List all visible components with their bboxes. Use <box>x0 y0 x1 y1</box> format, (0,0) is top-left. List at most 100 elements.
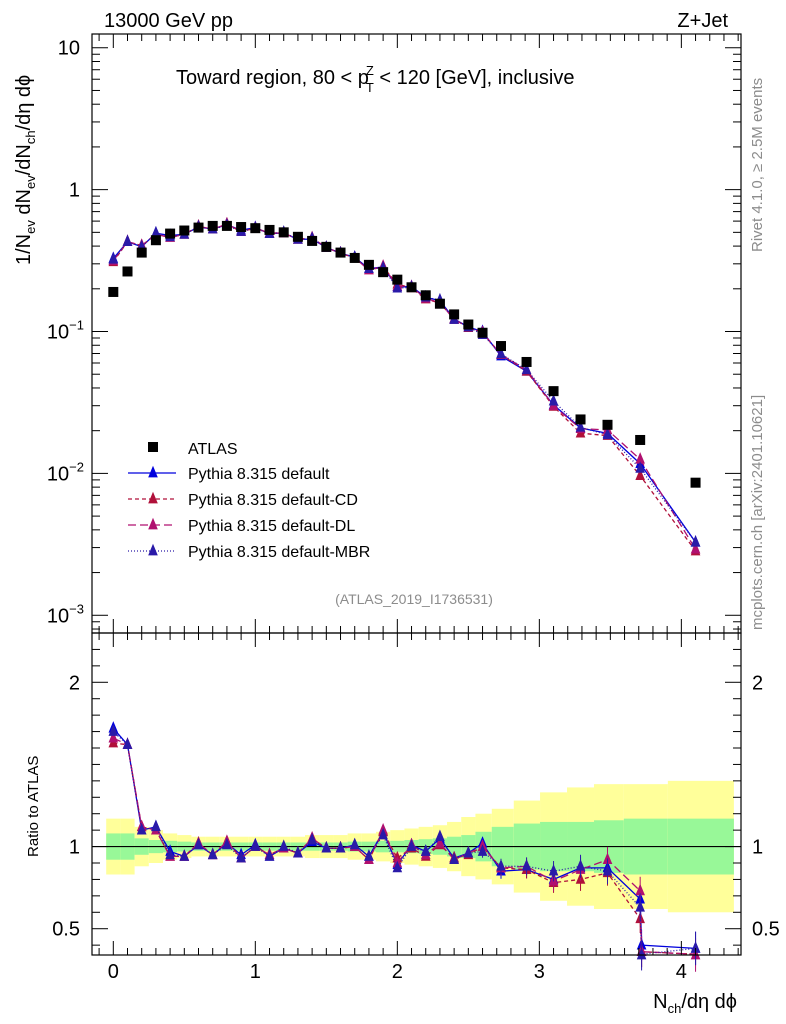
legend-series-label: Pythia 8.315 default-CD <box>188 492 358 509</box>
series-marker-ratio <box>435 836 445 848</box>
series-marker-main <box>602 427 613 440</box>
atlas-data-point <box>477 327 488 338</box>
ratio-frame <box>91 632 742 956</box>
atlas-data-point <box>548 386 559 397</box>
series-marker-ratio <box>193 837 204 850</box>
series-marker-main <box>496 346 506 359</box>
legend-series-label: Pythia 8.315 default-MBR <box>188 544 370 561</box>
series-marker-ratio <box>449 852 459 865</box>
legend-series-marker <box>148 491 158 504</box>
atlas-data-point <box>122 266 133 277</box>
series-marker-ratio <box>222 837 232 850</box>
atlas-data-point <box>321 241 332 252</box>
x-tick-label: 4 <box>676 961 687 983</box>
atlas-data-point <box>292 231 303 242</box>
atlas-data-point <box>575 414 586 425</box>
mcplots-label: mcplots.cern.ch [arXiv:2401.10621] <box>749 395 766 630</box>
ratio-panel: 0 1 2 3 4 2 2 1 1 0.5 0.5 <box>52 619 780 983</box>
series-marker-ratio <box>307 832 317 845</box>
atlas-data-point <box>378 267 389 278</box>
atlas-data-point <box>521 356 532 367</box>
ratio-y-tick-label-right: 2 <box>752 672 763 694</box>
main-panel: 10 1 10−1 10−2 10−3 <box>47 33 742 647</box>
series-marker-ratio <box>264 849 275 861</box>
atlas-data-point <box>179 225 190 236</box>
atlas-data-point <box>165 228 176 239</box>
ratio-y-tick-label-right: 0.5 <box>752 919 780 941</box>
legend-series-label: Pythia 8.315 default <box>188 466 330 483</box>
ratio-y-tick-label: 2 <box>69 672 80 694</box>
series-marker-ratio <box>420 844 431 856</box>
series-marker-main <box>151 226 161 238</box>
series-marker-ratio <box>179 849 190 861</box>
atlas-data-point <box>150 235 161 246</box>
series-marker-main <box>521 362 532 375</box>
ratio-y-tick-label-right: 1 <box>752 837 763 859</box>
atlas-data-point <box>449 309 460 320</box>
x-tick-label: 3 <box>534 961 545 983</box>
atlas-data-point <box>363 259 374 270</box>
series-marker-main <box>635 461 645 473</box>
series-marker-main <box>635 452 645 464</box>
series-marker-ratio <box>392 860 403 873</box>
legend-series-marker <box>148 517 158 530</box>
chart-title: Toward region, 80 < pZ T < 120 [GeV], inc… <box>176 63 574 95</box>
series-marker-main <box>122 234 133 247</box>
series-marker-ratio <box>602 864 613 876</box>
x-axis-label: Nch/dη dϕ <box>653 991 737 1016</box>
legend-series-label: Pythia 8.315 default-DL <box>188 518 355 535</box>
series-marker-ratio <box>108 724 119 736</box>
series-marker-main <box>575 420 586 432</box>
legend-atlas-marker <box>148 442 158 452</box>
rivet-version-label: Rivet 4.1.0, ≥ 2.5M events <box>749 78 766 252</box>
series-marker-ratio <box>635 900 645 912</box>
atlas-data-point <box>349 252 360 263</box>
series-line-main <box>112 223 697 550</box>
series-marker-ratio <box>335 841 346 853</box>
atlas-data-point <box>264 224 275 235</box>
y-axis-label: 1/Nev dNev/dNch/dη dϕ <box>13 75 38 265</box>
legend-atlas-label: ATLAS <box>188 441 238 458</box>
series-marker-ratio <box>548 864 559 876</box>
atlas-data-point <box>307 235 318 246</box>
series-marker-ratio <box>690 941 701 953</box>
x-tick-label: 2 <box>392 961 403 983</box>
legend-series-marker <box>148 465 158 478</box>
series-line-ratio <box>112 731 696 955</box>
series-marker-main <box>690 535 701 547</box>
series-marker-ratio <box>108 730 119 743</box>
series-marker-ratio <box>463 845 474 858</box>
y-tick-label: 1 <box>69 180 80 202</box>
atlas-data-point <box>278 227 289 238</box>
atlas-data-point <box>392 274 403 285</box>
series-marker-ratio <box>321 841 332 853</box>
series-marker-main <box>690 541 701 554</box>
x-tick-label: 1 <box>250 961 261 983</box>
series-marker-ratio <box>236 850 246 863</box>
series-marker-ratio <box>364 849 374 861</box>
legend-series-marker <box>148 543 158 556</box>
series-marker-main <box>108 252 119 264</box>
series-marker-ratio <box>521 859 532 871</box>
series-marker-ratio <box>636 947 647 960</box>
ratio-y-axis-label: Ratio to ATLAS <box>25 756 42 857</box>
series-marker-ratio <box>165 847 175 860</box>
series-marker-ratio <box>250 839 261 851</box>
series-marker-ratio <box>575 859 586 871</box>
series-marker-ratio <box>477 844 488 856</box>
atlas-data-point <box>136 247 147 258</box>
atlas-data-point <box>193 222 204 233</box>
ratio-y-tick-label: 0.5 <box>52 919 80 941</box>
y-tick-label: 10−2 <box>47 459 84 485</box>
atlas-data-point <box>236 222 247 233</box>
atlas-data-point <box>690 477 701 488</box>
series-line-main <box>112 224 697 543</box>
atlas-data-point <box>602 419 613 430</box>
series-marker-main <box>548 393 559 406</box>
process-label: Z+Jet <box>677 10 728 32</box>
atlas-data-point <box>221 220 232 231</box>
series-marker-ratio <box>122 737 133 750</box>
series-marker-ratio <box>278 839 289 851</box>
legend: ATLAS Pythia 8.315 default Pythia 8.315 de… <box>128 441 370 561</box>
series-marker-main <box>392 281 403 293</box>
